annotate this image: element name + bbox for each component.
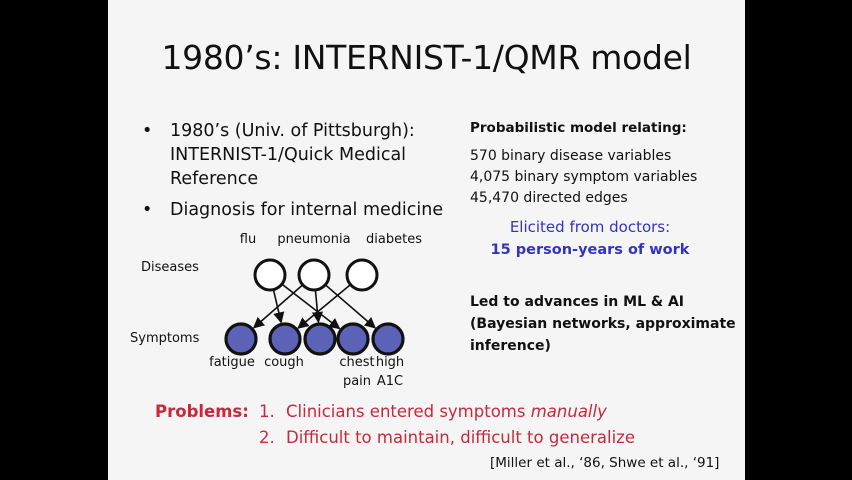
- symptom-node-3: [303, 322, 337, 356]
- symptom-label-1-line-1: fatigue: [209, 355, 255, 370]
- disease-label-flu: flu: [240, 232, 256, 247]
- edge-pneumonia-to-symptom-3: [311, 289, 324, 324]
- edge-pneumonia-to-symptom-1: [252, 284, 304, 329]
- problem-2-text: Difficult to maintain, difficult to gene…: [286, 428, 635, 447]
- bullet-1-line-1: 1980’s (Univ. of Pittsburgh):: [170, 121, 415, 141]
- symptom-label-2-line-1: cough: [264, 355, 304, 370]
- advances-line-1: Led to advances in ML & AI: [470, 294, 684, 310]
- problem-2-num: 2.: [259, 428, 275, 447]
- problem-1: 1. Clinicians entered symptoms manually: [259, 402, 607, 421]
- bayes-network-diagram: Diseases Symptoms flu pneumonia diabetes fa…: [130, 232, 422, 389]
- bullet-dot: •: [142, 121, 153, 141]
- problem-1-text: Clinicians entered symptoms: [286, 402, 531, 421]
- edge-pneumonia-to-symptom-5: [324, 284, 376, 329]
- bullet-2-line-1: Diagnosis for internal medicine: [170, 200, 444, 220]
- diseases-label: Diseases: [141, 260, 199, 275]
- model-stat-diseases: 570 binary disease variables: [470, 148, 672, 164]
- bullet-1-line-3: Reference: [170, 169, 259, 189]
- symptom-label-5-line-1: high: [376, 355, 404, 370]
- disease-node-pneumonia: [297, 258, 331, 292]
- disease-node-flu: [253, 258, 287, 292]
- advances-line-3: inference): [470, 338, 551, 354]
- symptom-node-4: [336, 322, 370, 356]
- model-heading: Probabilistic model relating:: [470, 120, 687, 136]
- disease-label-pneumonia: pneumonia: [277, 232, 350, 247]
- model-stat-symptoms: 4,075 binary symptom variables: [470, 169, 698, 185]
- model-stat-edges: 45,470 directed edges: [470, 190, 628, 206]
- slide-title: 1980’s: INTERNIST-1/QMR model: [161, 38, 692, 77]
- disease-label-diabetes: diabetes: [366, 232, 422, 247]
- citation: [Miller et al., ‘86, Shwe et al., ‘91]: [490, 455, 720, 471]
- edge-diabetes-to-symptom-2: [297, 283, 351, 329]
- problems-label: Problems:: [155, 402, 249, 421]
- disease-node-diabetes: [345, 258, 379, 292]
- problem-2: 2. Difficult to maintain, difficult to g…: [259, 428, 635, 447]
- symptom-label-4-line-1: chest: [339, 355, 374, 370]
- problem-1-num: 1.: [259, 402, 275, 421]
- problem-1-emph: manually: [530, 402, 607, 421]
- symptom-node-1: [224, 322, 258, 356]
- symptoms-label: Symptoms: [130, 331, 200, 346]
- symptom-label-5-line-2: A1C: [377, 374, 403, 389]
- slide: 1980’s: INTERNIST-1/QMR model • 1980’s (…: [108, 0, 745, 480]
- symptom-node-2: [268, 322, 302, 356]
- advances-line-2: (Bayesian networks, approximate: [470, 316, 736, 332]
- symptom-label-4-line-2: pain: [343, 374, 371, 389]
- bullet-1-line-2: INTERNIST-1/Quick Medical: [170, 145, 407, 165]
- effort-text: 15 person-years of work: [490, 242, 690, 258]
- edge-flu-to-symptom-4: [281, 283, 341, 330]
- bullet-dot: •: [142, 200, 153, 220]
- edge-flu-to-symptom-2: [272, 289, 285, 324]
- symptom-node-5: [371, 322, 405, 356]
- elicited-text: Elicited from doctors:: [509, 218, 671, 236]
